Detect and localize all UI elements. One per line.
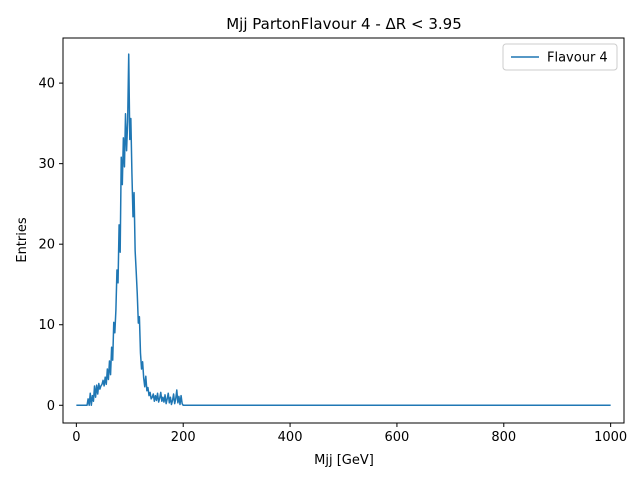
y-tick-label: 30 [38, 157, 55, 172]
y-axis-label: Entries [15, 217, 30, 263]
x-tick-label: 400 [278, 430, 303, 445]
y-tick-label: 20 [38, 238, 55, 253]
plot-area: 0 200 400 600 800 1000 0 10 20 30 40 [38, 37, 627, 445]
legend-label: Flavour 4 [547, 51, 608, 66]
x-tick-label: 600 [385, 430, 410, 445]
y-tick-label: 0 [47, 399, 55, 414]
x-tick-label: 1000 [594, 430, 627, 445]
x-tick-label: 0 [72, 430, 80, 445]
plot-frame [62, 37, 625, 424]
x-tick-label: 200 [171, 430, 196, 445]
chart-title: Mjj PartonFlavour 4 - ΔR < 3.95 [226, 15, 462, 33]
legend-box [502, 43, 618, 71]
y-tick-label: 10 [38, 318, 55, 333]
x-axis-label: Mjj [GeV] [314, 453, 374, 468]
x-tick-label: 800 [491, 430, 516, 445]
series-line-1 [76, 53, 611, 407]
legend: Flavour 4 [502, 43, 618, 71]
y-tick-label: 40 [38, 77, 55, 92]
